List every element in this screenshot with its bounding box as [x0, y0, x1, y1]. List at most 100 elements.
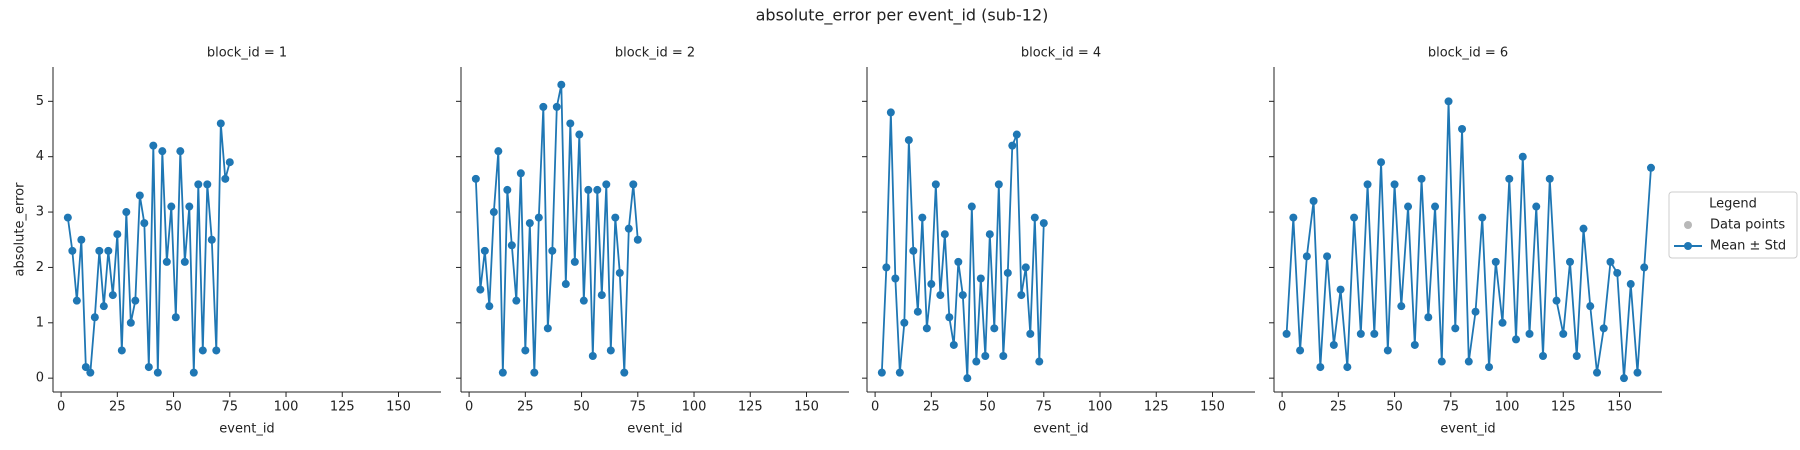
y-tick-label: 2	[36, 260, 44, 275]
data-point	[927, 280, 936, 289]
data-point	[471, 174, 480, 183]
y-tick-label: 4	[36, 149, 44, 164]
y-tick-label: 0	[36, 371, 44, 386]
data-point	[1646, 163, 1655, 172]
x-axis-label: event_id	[627, 422, 682, 437]
data-point	[158, 147, 167, 156]
data-point	[1613, 268, 1622, 277]
data-point	[963, 374, 972, 383]
data-point	[203, 180, 212, 189]
data-point	[597, 291, 606, 300]
data-point	[904, 136, 913, 145]
data-point	[1377, 158, 1386, 167]
data-point	[113, 230, 122, 239]
data-point	[1323, 252, 1332, 261]
x-tick-label: 0	[465, 400, 473, 415]
data-point	[566, 119, 575, 128]
data-point	[615, 268, 624, 277]
data-point	[135, 191, 144, 200]
y-axis-label: absolute_error	[13, 182, 28, 277]
data-point	[1437, 357, 1446, 366]
data-point	[534, 213, 543, 222]
data-point	[81, 363, 90, 372]
data-point	[1532, 202, 1541, 211]
data-point	[144, 363, 153, 372]
data-point	[624, 224, 633, 233]
data-point	[945, 313, 954, 322]
data-point	[1021, 263, 1030, 272]
data-point	[1579, 224, 1588, 233]
data-point	[552, 102, 561, 111]
legend: Legend Data points Mean ± Std	[1668, 191, 1798, 259]
data-point	[1039, 219, 1048, 228]
legend-box	[1668, 191, 1798, 259]
data-point	[1586, 302, 1595, 311]
data-point	[1633, 368, 1642, 377]
series-line	[474, 84, 639, 373]
data-point	[1619, 374, 1628, 383]
data-point	[95, 246, 104, 255]
data-point	[999, 352, 1008, 361]
data-point	[936, 291, 945, 300]
data-point	[1572, 352, 1581, 361]
data-point	[153, 368, 162, 377]
x-tick-label: 125	[330, 400, 355, 415]
panel-title: block_id = 4	[1021, 46, 1101, 61]
x-tick-label: 100	[274, 400, 299, 415]
data-point	[570, 257, 579, 266]
data-point	[1336, 285, 1345, 294]
data-point	[1316, 363, 1325, 372]
x-tick-label: 0	[57, 400, 65, 415]
data-point	[918, 213, 927, 222]
data-point	[620, 368, 629, 377]
data-point	[1464, 357, 1473, 366]
data-point	[949, 340, 958, 349]
data-point	[171, 313, 180, 322]
data-point	[967, 202, 976, 211]
data-point	[1343, 363, 1352, 372]
data-point	[1498, 318, 1507, 327]
data-point	[1026, 329, 1035, 338]
x-tick-label: 150	[794, 400, 819, 415]
x-tick-label: 50	[1386, 400, 1403, 415]
data-point	[221, 174, 230, 183]
data-point	[68, 246, 77, 255]
data-point	[1282, 329, 1291, 338]
data-point	[1390, 180, 1399, 189]
data-point	[1012, 130, 1021, 139]
data-point	[1309, 196, 1318, 205]
data-point	[1289, 213, 1298, 222]
data-point	[543, 324, 552, 333]
data-point	[1383, 346, 1392, 355]
y-tick-label: 1	[36, 315, 44, 330]
data-point	[940, 230, 949, 239]
x-tick-label: 0	[871, 400, 879, 415]
data-point	[117, 346, 126, 355]
data-point	[63, 213, 72, 222]
data-point	[1640, 263, 1649, 272]
data-point	[561, 280, 570, 289]
x-axis-label: event_id	[1033, 422, 1088, 437]
data-point	[931, 180, 940, 189]
data-point	[494, 147, 503, 156]
data-point	[606, 346, 615, 355]
x-tick-label: 50	[979, 400, 996, 415]
data-point	[485, 302, 494, 311]
data-point	[1444, 97, 1453, 106]
data-point	[149, 141, 158, 150]
x-tick-label: 150	[1607, 400, 1632, 415]
data-point	[480, 246, 489, 255]
data-point	[633, 235, 642, 244]
data-point	[122, 208, 131, 217]
data-point	[225, 158, 234, 167]
data-point	[954, 257, 963, 266]
data-point	[216, 119, 225, 128]
data-point	[886, 108, 895, 117]
data-point	[1404, 202, 1413, 211]
figure-title: absolute_error per event_id (sub-12)	[756, 6, 1049, 26]
data-point	[990, 324, 999, 333]
data-point	[507, 241, 516, 250]
x-tick-label: 50	[573, 400, 590, 415]
y-tick-label: 3	[36, 205, 44, 220]
data-point	[99, 302, 108, 311]
